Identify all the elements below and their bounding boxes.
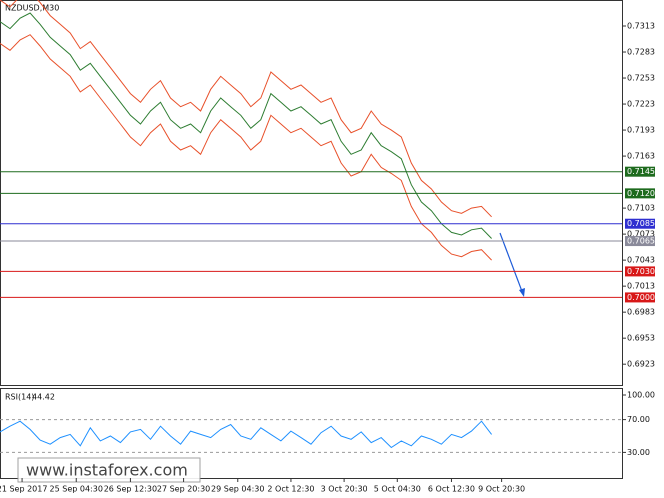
rsi-plot [0,419,622,453]
level-label-box [625,188,655,199]
y-tick-label: 0.7043 [627,256,655,265]
x-tick-label: 6 Oct 12:30 [428,485,475,494]
level-label: 0.7145 [627,167,655,176]
main-plot [0,0,492,261]
rsi-value: 44.42 [32,393,55,402]
y-tick-label: 0.7163 [627,152,655,161]
level-label: 0.7030 [627,267,655,276]
watermark-box [17,457,201,483]
y-tick-label: 0.7013 [627,282,655,291]
x-tick-label: 5 Oct 04:30 [374,485,421,494]
forecast-arrowhead [519,288,525,297]
x-tick-label: 29 Sep 04:30 [211,485,264,494]
level-label-box [625,166,655,177]
level-label: 0.7065 [627,237,655,246]
y-tick-label: 0.6983 [627,308,655,317]
x-tick-label: 26 Sep 12:30 [104,485,157,494]
y-tick-label: 0.7313 [627,22,655,31]
series-line [0,12,492,239]
x-tick-label: 3 Oct 20:30 [321,485,368,494]
x-tick-label: 9 Oct 20:30 [478,485,525,494]
level-label-box [625,218,655,229]
watermark: www.instaforex.com [26,461,188,480]
y-tick-label: 0.7253 [627,74,655,83]
x-tick-label: 21 Sep 2017 [0,485,47,494]
level-label-box [625,266,655,277]
level-label-box [625,292,655,303]
level-label: 0.7000 [627,293,655,302]
rsi-tick-label: 100.00 [627,391,655,400]
forecast-arrow [499,232,524,295]
y-tick-label: 0.7073 [627,230,655,239]
level-label-box [625,236,655,247]
y-tick-label: 0.6923 [627,360,655,369]
series-line [0,420,492,449]
y-tick-label: 0.7103 [627,204,655,213]
x-tick-label: 25 Sep 04:30 [50,485,103,494]
level-label: 0.7085 [627,219,655,228]
chart-title: NZDUSD,M30 [5,4,59,13]
y-tick-label: 0.7283 [627,48,655,57]
level-label: 0.7120 [627,189,655,198]
y-tick-label: 0.6953 [627,334,655,343]
y-tick-label: 0.7223 [627,100,655,109]
y-tick-label: 0.7193 [627,126,655,135]
x-tick-label: 27 Sep 20:30 [157,485,210,494]
rsi-title: RSI(14) [5,393,34,402]
x-tick-label: 2 Oct 12:30 [267,485,314,494]
rsi-tick-label: 30.00 [627,448,650,457]
series-line [0,34,492,261]
series-line [0,0,492,218]
rsi-tick-label: 70.00 [627,415,650,424]
